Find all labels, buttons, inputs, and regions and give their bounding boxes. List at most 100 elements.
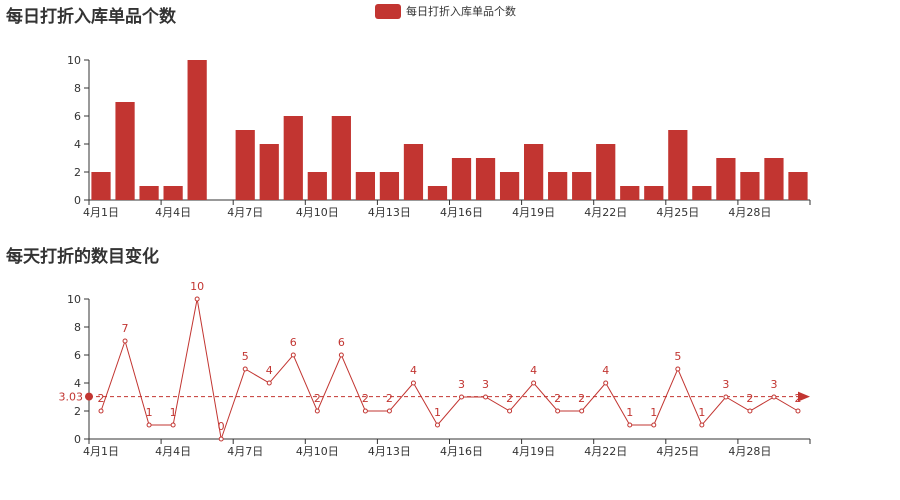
line-data-label: 1 bbox=[170, 406, 177, 419]
line-data-label: 4 bbox=[530, 364, 537, 377]
line-data-label: 4 bbox=[410, 364, 417, 377]
bar bbox=[307, 172, 327, 200]
line-point bbox=[579, 408, 585, 414]
line-point bbox=[603, 380, 609, 386]
bar-y-tick-label: 6 bbox=[74, 110, 81, 123]
line-point bbox=[314, 408, 320, 414]
bar bbox=[596, 144, 616, 200]
line-point bbox=[699, 422, 705, 428]
line-point bbox=[507, 408, 513, 414]
line-x-tick-label: 4月25日 bbox=[656, 445, 699, 458]
bar bbox=[668, 130, 688, 200]
line-y-tick-label: 8 bbox=[74, 321, 81, 334]
bar-x-tick-label: 4月22日 bbox=[584, 206, 627, 219]
line-point bbox=[723, 394, 729, 400]
line-data-label: 1 bbox=[146, 406, 153, 419]
bar-x-tick-label: 4月13日 bbox=[368, 206, 411, 219]
line-data-label: 5 bbox=[674, 350, 681, 363]
bar bbox=[379, 172, 400, 200]
bar bbox=[115, 102, 135, 200]
average-line-arrow bbox=[798, 391, 810, 402]
bar-y-tick-label: 8 bbox=[74, 82, 81, 95]
line-point bbox=[122, 338, 128, 344]
line-data-label: 1 bbox=[626, 406, 633, 419]
bar-x-tick-label: 4月4日 bbox=[155, 206, 191, 219]
bar-x-tick-label: 4月28日 bbox=[728, 206, 771, 219]
bar bbox=[331, 116, 351, 200]
line-point bbox=[386, 408, 392, 414]
line-point bbox=[531, 380, 537, 386]
bar-y-tick-label: 0 bbox=[74, 194, 81, 207]
line-point bbox=[410, 380, 416, 386]
line-point bbox=[555, 408, 561, 414]
bar bbox=[788, 172, 808, 200]
line-point bbox=[290, 352, 296, 358]
line-data-label: 3 bbox=[770, 378, 777, 391]
bar bbox=[692, 186, 712, 200]
line-point bbox=[146, 422, 152, 428]
line-data-label: 5 bbox=[242, 350, 249, 363]
line-point bbox=[242, 366, 248, 372]
line-point bbox=[795, 408, 801, 414]
line-data-label: 0 bbox=[218, 420, 225, 433]
line-x-tick-label: 4月10日 bbox=[296, 445, 339, 458]
bar bbox=[644, 186, 664, 200]
bar bbox=[283, 116, 303, 200]
line-x-tick-label: 4月16日 bbox=[440, 445, 483, 458]
line-y-tick-label: 10 bbox=[67, 293, 81, 306]
bar bbox=[620, 186, 640, 200]
line-data-label: 2 bbox=[794, 392, 801, 405]
line-series bbox=[100, 298, 799, 440]
line-point bbox=[747, 408, 753, 414]
line-point bbox=[338, 352, 344, 358]
line-x-tick-label: 4月1日 bbox=[83, 445, 119, 458]
line-point bbox=[483, 394, 489, 400]
line-y-tick-label: 0 bbox=[74, 433, 81, 446]
bar bbox=[355, 172, 375, 200]
line-data-label: 4 bbox=[602, 364, 609, 377]
bar-y-tick-label: 10 bbox=[67, 54, 81, 67]
bar bbox=[572, 172, 592, 200]
bar-x-tick-label: 4月25日 bbox=[656, 206, 699, 219]
line-data-label: 6 bbox=[338, 336, 345, 349]
bar bbox=[235, 130, 255, 200]
bar bbox=[259, 144, 279, 200]
bar bbox=[716, 158, 736, 200]
line-point bbox=[771, 394, 777, 400]
line-data-label: 2 bbox=[98, 392, 105, 405]
bar-x-tick-label: 4月10日 bbox=[296, 206, 339, 219]
bar bbox=[451, 158, 472, 200]
legend-swatch bbox=[375, 3, 401, 19]
bar-chart: 0 2 4 6 8 10 4月1日 4月4日 4月7日 4月10日 4月13日 4月16日 4月19日 4… bbox=[67, 54, 811, 219]
line-data-label: 2 bbox=[554, 392, 561, 405]
line-x-tick-label: 4月7日 bbox=[227, 445, 263, 458]
line-data-label: 2 bbox=[386, 392, 393, 405]
line-y-tick-label: 2 bbox=[74, 405, 81, 418]
average-line-label: 3.03 bbox=[59, 391, 84, 404]
bar bbox=[91, 172, 111, 200]
line-data-label: 2 bbox=[506, 392, 513, 405]
line-x-tick-label: 4月22日 bbox=[584, 445, 627, 458]
bar bbox=[139, 186, 159, 200]
line-chart-title: 每天打折的数目变化 bbox=[6, 247, 159, 267]
bar bbox=[187, 60, 207, 200]
bar-x-tick-label: 4月1日 bbox=[83, 206, 119, 219]
bar bbox=[403, 144, 424, 200]
bar bbox=[427, 186, 448, 200]
bar bbox=[548, 172, 568, 200]
line-point bbox=[98, 408, 104, 414]
bar bbox=[524, 144, 544, 200]
line-data-label: 3 bbox=[458, 378, 465, 391]
bar bbox=[475, 158, 496, 200]
bar-chart-legend[interactable]: 每日打折入库单品个数 bbox=[375, 3, 516, 19]
line-data-label: 2 bbox=[578, 392, 585, 405]
line-data-label: 1 bbox=[698, 406, 705, 419]
line-x-tick-label: 4月4日 bbox=[155, 445, 191, 458]
line-point bbox=[170, 422, 176, 428]
bar bbox=[163, 186, 183, 200]
line-point bbox=[362, 408, 368, 414]
line-data-label: 1 bbox=[650, 406, 657, 419]
line-data-label: 10 bbox=[190, 280, 204, 293]
